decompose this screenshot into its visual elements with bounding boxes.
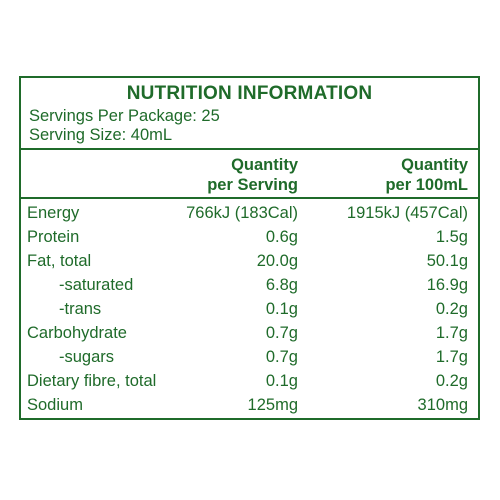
per-serving-value: 0.1g bbox=[265, 372, 298, 390]
per-serving-value: 0.1g bbox=[265, 300, 298, 318]
header-divider bbox=[21, 148, 478, 150]
panel-title: NUTRITION INFORMATION bbox=[126, 83, 373, 104]
row-label: Carbohydrate bbox=[27, 324, 127, 342]
per-serving-value: 6.8g bbox=[265, 276, 298, 294]
row-label: -saturated bbox=[59, 276, 134, 294]
per-serving-value: 0.7g bbox=[265, 348, 298, 366]
table-row-carbohydrate: Carbohydrate 0.7g 1.7g bbox=[21, 324, 478, 348]
per-100ml-value: 0.2g bbox=[435, 372, 468, 390]
row-label: -trans bbox=[59, 300, 102, 318]
nutrition-panel: NUTRITION INFORMATION Servings Per Packa… bbox=[19, 76, 480, 420]
row-label: Energy bbox=[27, 204, 80, 222]
table-row-fat-total: Fat, total 20.0g 50.1g bbox=[21, 252, 478, 276]
per-100ml-value: 50.1g bbox=[426, 252, 468, 270]
per-100ml-value: 1915kJ (457Cal) bbox=[346, 204, 468, 222]
row-label: -sugars bbox=[59, 348, 115, 366]
column-header-divider bbox=[21, 197, 478, 199]
per-serving-value: 20.0g bbox=[256, 252, 298, 270]
column-header-per-100ml: Quantity per 100mL bbox=[385, 155, 468, 195]
per-100ml-value: 1.7g bbox=[435, 348, 468, 366]
table-row-protein: Protein 0.6g 1.5g bbox=[21, 228, 478, 252]
row-label: Dietary fibre, total bbox=[27, 372, 157, 390]
column-header-per-serving-line1: Quantity bbox=[231, 156, 298, 174]
per-serving-value: 0.6g bbox=[265, 228, 298, 246]
per-100ml-value: 0.2g bbox=[435, 300, 468, 318]
per-serving-value: 0.7g bbox=[265, 324, 298, 342]
row-label: Fat, total bbox=[27, 252, 92, 270]
per-100ml-value: 16.9g bbox=[426, 276, 468, 294]
table-row-trans: -trans 0.1g 0.2g bbox=[21, 300, 478, 324]
table-row-sodium: Sodium 125mg 310mg bbox=[21, 396, 478, 420]
row-label: Protein bbox=[27, 228, 80, 246]
servings-per-package: Servings Per Package: 25 bbox=[29, 107, 220, 125]
table-row-dietary-fibre: Dietary fibre, total 0.1g 0.2g bbox=[21, 372, 478, 396]
serving-size: Serving Size: 40mL bbox=[29, 126, 173, 144]
column-header-per-serving-line2: per Serving bbox=[207, 176, 298, 194]
table-row-sugars: -sugars 0.7g 1.7g bbox=[21, 348, 478, 372]
row-label: Sodium bbox=[27, 396, 83, 414]
column-header-per-serving: Quantity per Serving bbox=[207, 155, 298, 195]
per-serving-value: 125mg bbox=[247, 396, 298, 414]
per-serving-value: 766kJ (183Cal) bbox=[186, 204, 298, 222]
per-100ml-value: 1.5g bbox=[435, 228, 468, 246]
column-header-per-100ml-line1: Quantity bbox=[401, 156, 468, 174]
per-100ml-value: 310mg bbox=[417, 396, 468, 414]
table-row-energy: Energy 766kJ (183Cal) 1915kJ (457Cal) bbox=[21, 204, 478, 228]
column-header-per-100ml-line2: per 100mL bbox=[385, 176, 468, 194]
table-row-saturated: -saturated 6.8g 16.9g bbox=[21, 276, 478, 300]
per-100ml-value: 1.7g bbox=[435, 324, 468, 342]
